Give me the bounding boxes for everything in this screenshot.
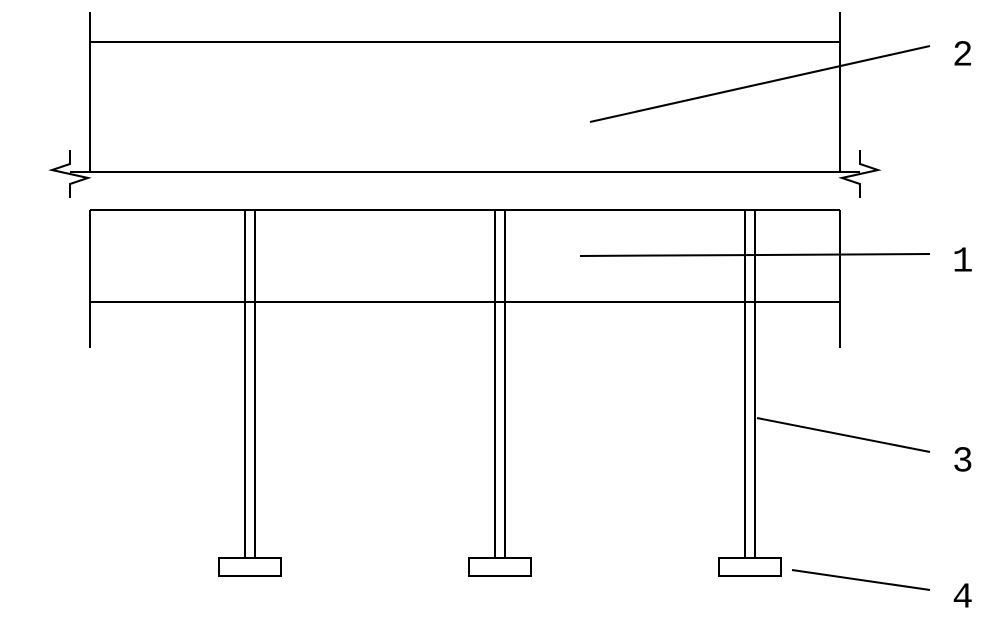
engineering-diagram: 1 2 3 4 <box>0 0 1000 632</box>
label-l2: 2 <box>952 36 974 77</box>
label-l1: 1 <box>952 242 974 283</box>
foot-2 <box>469 558 531 576</box>
label-l4: 4 <box>952 578 974 619</box>
foot-1 <box>219 558 281 576</box>
bg <box>0 0 1000 632</box>
foot-3 <box>719 558 781 576</box>
label-l3: 3 <box>952 442 974 483</box>
